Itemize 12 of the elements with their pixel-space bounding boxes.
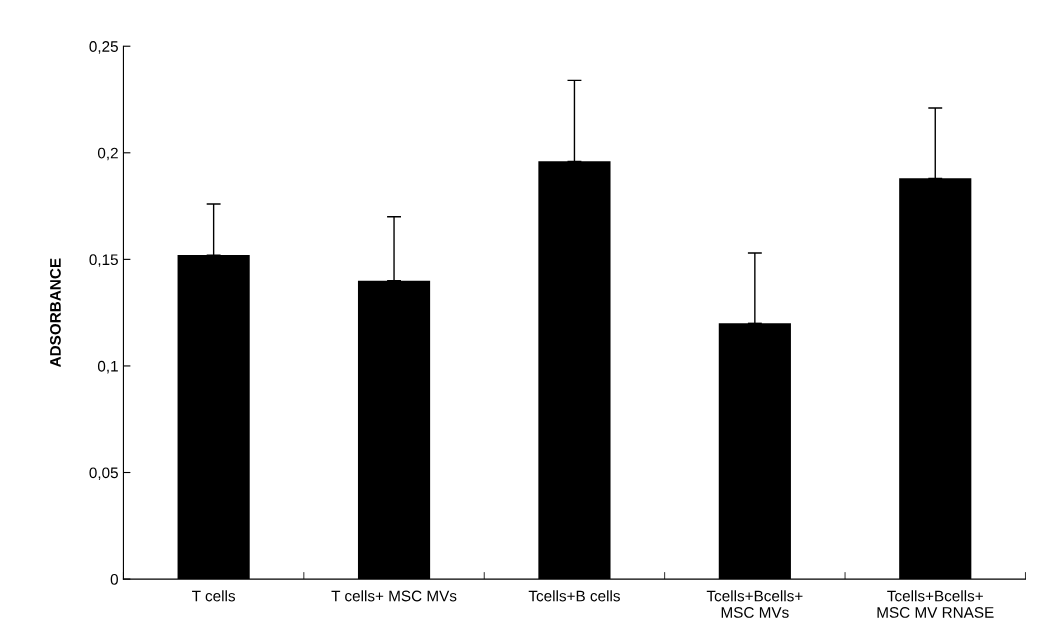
x-tick-label: Tcells+Bcells+ MSC MV RNASE [877, 590, 994, 618]
y-tick-label: 0,25 [89, 41, 118, 54]
y-axis-title: ADSORBANCE [50, 258, 61, 368]
y-tick-label: 0,15 [89, 254, 118, 267]
y-tick-label: 0,05 [89, 467, 118, 480]
x-tick-label: Tcells+B cells [528, 590, 620, 602]
x-tick-label: T cells [192, 590, 236, 602]
y-tick-label: 0,1 [97, 360, 118, 374]
x-tick-label: T cells+ MSC MVs [331, 590, 457, 602]
y-tick-label: 0,2 [97, 147, 118, 161]
x-tick-label: Tcells+Bcells+ MSC MVs [706, 590, 803, 618]
y-tick-label: 0 [110, 573, 118, 585]
